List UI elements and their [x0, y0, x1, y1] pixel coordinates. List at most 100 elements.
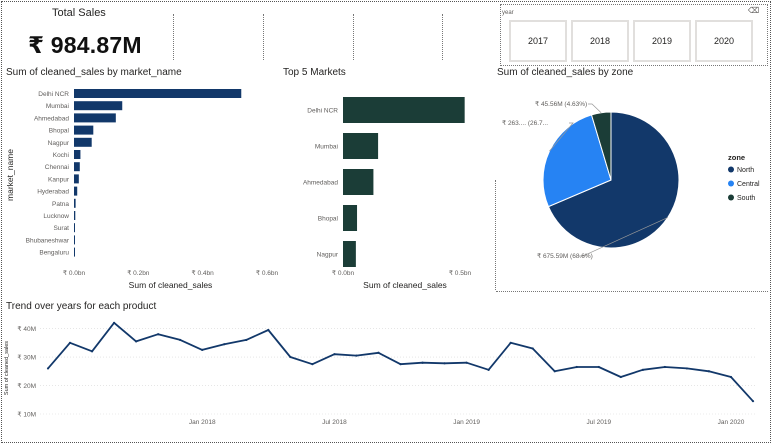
data-point: [707, 370, 711, 373]
data-point: [487, 368, 490, 371]
bar: [343, 241, 356, 267]
legend-marker: [728, 180, 734, 187]
y-tick-label: Bhopal: [49, 128, 70, 135]
data-point: [157, 333, 160, 336]
bar: [343, 97, 465, 123]
x-tick-label: ₹ 0.2bn: [127, 270, 150, 277]
y-tick-label: Hyderabad: [37, 189, 69, 196]
top5-chart-title: Top 5 Markets: [283, 67, 346, 78]
data-point: [289, 355, 292, 359]
card-divider: [173, 14, 174, 60]
y-axis-title: Sum of cleaned_sales: [4, 341, 10, 395]
y-tick-label: Nagpur: [317, 252, 339, 259]
zone-pie-chart[interactable]: ₹ 675.59M (68.6%) ₹ 263.... (26.7... ₹ 45.…: [495, 80, 770, 290]
year-tile-2019[interactable]: 2019: [633, 20, 691, 62]
bar: [74, 125, 94, 135]
y-tick-label: Kochi: [53, 152, 69, 159]
x-tick-label: ₹ 0.6bn: [256, 270, 279, 277]
data-point: [553, 370, 556, 373]
bar: [74, 235, 75, 245]
data-point: [575, 365, 578, 369]
x-tick-label: Jan 2020: [718, 419, 745, 426]
y-tick-label: Bhubaneshwar: [26, 237, 70, 244]
trend-line: [47, 321, 754, 402]
market-bar-chart[interactable]: Delhi NCR Mumbai Ahmedabad Bhopal Nagpur Koch…: [0, 80, 285, 295]
card-divider: [353, 14, 354, 60]
data-point: [355, 354, 358, 357]
bar: [74, 162, 80, 172]
y-tick-label: ₹ 40M: [17, 326, 36, 333]
bar: [74, 198, 76, 208]
data-point: [597, 365, 600, 369]
y-tick-label: Kanpur: [48, 176, 70, 183]
bar: [74, 174, 79, 184]
data-point: [509, 341, 512, 344]
legend-label: South: [737, 195, 755, 202]
y-tick-label: Patna: [52, 201, 69, 208]
x-tick-label: ₹ 0.4bn: [192, 270, 215, 277]
card-title: Total Sales: [52, 7, 106, 19]
market-chart-title: Sum of cleaned_sales by market_name: [6, 67, 182, 78]
x-axis-title: Sum of cleaned_sales: [129, 280, 213, 290]
data-point: [135, 340, 138, 343]
y-tick-label: Delhi NCR: [307, 108, 338, 115]
zone-chart-title: Sum of cleaned_sales by zone: [497, 67, 634, 78]
bar: [74, 223, 75, 233]
data-point: [685, 367, 689, 370]
card-value: ₹ 984.87M: [28, 32, 142, 58]
x-tick-label: Jul 2019: [586, 419, 611, 426]
pie-bottom-border: [496, 291, 768, 292]
slice-data-label: ₹ 45.56M (4.63%): [535, 101, 587, 108]
x-tick-label: Jan 2018: [189, 419, 216, 426]
y-tick-label: Lucknow: [43, 213, 69, 220]
bar: [74, 186, 78, 196]
data-point: [399, 363, 402, 366]
data-point: [377, 351, 380, 354]
data-point: [641, 368, 644, 371]
bar: [74, 247, 75, 257]
y-tick-label: Mumbai: [315, 144, 338, 151]
year-slicer[interactable]: [500, 4, 768, 66]
data-point: [663, 365, 666, 369]
data-point: [531, 347, 534, 350]
legend-label: North: [737, 167, 754, 174]
leader-line: [588, 103, 602, 113]
y-tick-label: Mumbai: [46, 103, 69, 110]
top5-bar-chart[interactable]: Delhi NCR Mumbai Ahmedabad Bhopal Nagpur ₹ 0.…: [283, 80, 493, 295]
x-tick-label: ₹ 0.0bn: [332, 270, 355, 277]
year-tile-2018[interactable]: 2018: [571, 20, 629, 62]
y-tick-label: Chennai: [45, 164, 69, 171]
data-point: [267, 328, 270, 332]
pie-slice: [590, 111, 612, 181]
legend-title: zone: [728, 153, 745, 162]
y-tick-label: Ahmedabad: [303, 180, 338, 187]
x-tick-label: Jan 2019: [453, 419, 480, 426]
data-point: [729, 375, 733, 379]
slice-data-label: ₹ 675.59M (68.6%): [537, 253, 593, 260]
eraser-icon[interactable]: ⌫: [748, 6, 760, 15]
bar: [74, 89, 242, 98]
y-tick-label: ₹ 30M: [17, 355, 36, 362]
trend-line-chart[interactable]: ₹ 10M ₹ 20M ₹ 30M ₹ 40M Jan 2018 Jul 2018 Jan …: [0, 314, 773, 442]
data-point: [90, 350, 94, 353]
bar: [74, 150, 81, 159]
bar: [343, 133, 379, 159]
data-point: [46, 367, 50, 370]
year-tile-2017[interactable]: 2017: [509, 20, 567, 62]
data-point: [421, 361, 424, 364]
bar: [74, 137, 92, 147]
slicer-header: year: [502, 10, 514, 16]
card-divider: [263, 14, 264, 60]
y-tick-label: Delhi NCR: [38, 91, 69, 98]
y-tick-label: Bhopal: [318, 216, 339, 223]
y-tick-label: ₹ 20M: [17, 383, 36, 390]
y-tick-label: Surat: [53, 225, 69, 232]
y-tick-label: ₹ 10M: [17, 412, 36, 419]
year-tile-2020[interactable]: 2020: [695, 20, 753, 62]
bar: [343, 169, 374, 195]
bar: [343, 205, 358, 231]
data-point: [223, 343, 226, 346]
legend-label: Central: [737, 181, 760, 188]
x-tick-label: ₹ 0.0bn: [63, 270, 86, 277]
